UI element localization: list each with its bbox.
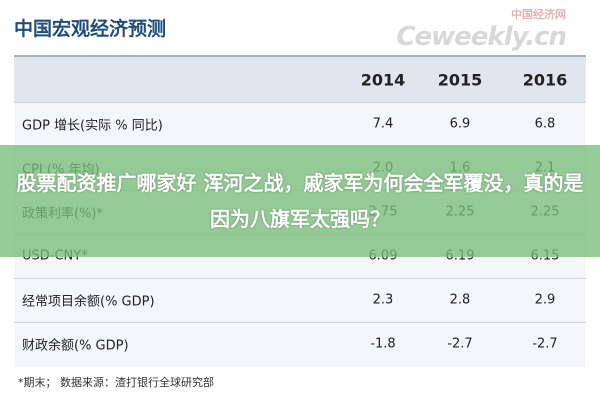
cell-value: 7.4 (372, 116, 394, 132)
cell-value: -1.8 (370, 336, 396, 352)
cell-value: 6.9 (449, 116, 471, 132)
row-label: 经常项目余额(% GDP) (22, 294, 155, 310)
title: 中国宏观经济预测 (14, 18, 167, 40)
column-header: 2015 (437, 70, 483, 90)
cell-value: 2.8 (449, 292, 471, 308)
row-separator (14, 278, 586, 279)
footnote: *期末； 数据来源：渣打银行全球研究部 (18, 376, 214, 389)
cell-value: 2.9 (534, 292, 556, 308)
column-header: 2016 (522, 70, 568, 90)
watermark-cn: 中国经济网 (511, 8, 566, 21)
row-label: 财政余额(% GDP) (22, 338, 129, 354)
overlay-banner: 股票配资推广哪家好 浑河之战，戚家军为何会全军覆没，真的是因为八旗军太强吗？ (0, 145, 600, 257)
column-header: 2014 (360, 70, 406, 90)
cell-value: 2.3 (372, 292, 394, 308)
cell-value: 6.8 (534, 116, 556, 132)
watermark: 中国经济网 Ceweekly.cn (396, 6, 567, 52)
row-separator (14, 102, 586, 103)
cell-value: -2.7 (447, 336, 473, 352)
row-separator (14, 322, 586, 323)
overlay-text: 股票配资推广哪家好 浑河之战，戚家军为何会全军覆没，真的是因为八旗军太强吗？ (16, 171, 584, 231)
watermark-en: Ceweekly.cn (396, 22, 567, 52)
cell-value: -2.7 (532, 336, 558, 352)
header-row (14, 57, 586, 102)
row-label: GDP 增长(实际 % 同比) (22, 118, 163, 134)
